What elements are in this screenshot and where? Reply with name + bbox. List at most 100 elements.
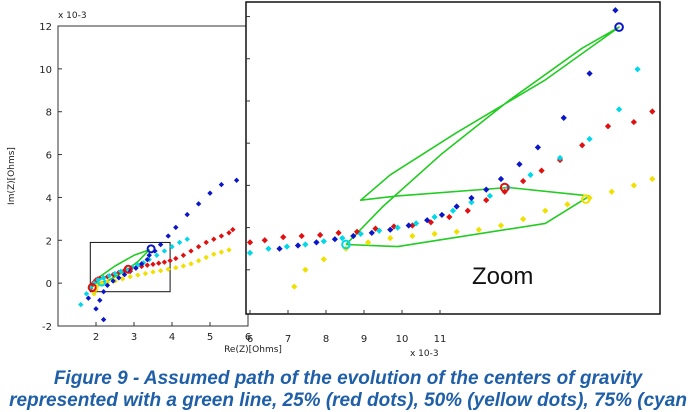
zoom-point-50pct xyxy=(291,283,298,290)
main-xtick-label: 5 xyxy=(207,332,213,343)
main-point-50pct xyxy=(119,276,126,282)
main-point-25pct xyxy=(180,252,187,258)
main-axes-frame xyxy=(57,25,249,327)
main-point-100pct xyxy=(218,181,225,188)
main-center-markers xyxy=(87,244,156,292)
main-point-100pct xyxy=(93,306,99,312)
zoom-label: Zoom xyxy=(472,263,533,290)
zoom-point-75pct xyxy=(394,224,401,231)
zoom-xtick-label: 11 xyxy=(434,334,447,345)
main-ytick-label: 8 xyxy=(46,108,52,119)
main-point-100pct xyxy=(97,297,103,303)
main-point-50pct xyxy=(211,251,217,257)
zoom-center-markers xyxy=(341,22,624,250)
zoom-point-100pct xyxy=(368,229,375,236)
center-of-gravity-marker xyxy=(146,244,156,254)
main-xtick-label: 6 xyxy=(245,332,251,343)
zoom-point-25pct xyxy=(280,233,287,241)
main-point-25pct xyxy=(211,236,217,242)
main-point-50pct xyxy=(203,254,209,261)
main-ytick-label: 12 xyxy=(39,22,52,33)
y-axis-label: Im(Z)[Ohms] xyxy=(7,147,17,205)
main-point-25pct xyxy=(173,255,179,262)
main-point-25pct xyxy=(188,248,194,254)
main-point-100pct xyxy=(85,295,92,301)
main-point-25pct xyxy=(203,239,209,246)
main-point-75pct xyxy=(176,239,183,246)
zoom-frame xyxy=(245,1,661,315)
main-point-25pct xyxy=(230,226,236,233)
main-ytick-label: 0 xyxy=(46,279,52,290)
main-ytick-label: -2 xyxy=(42,322,52,333)
figure: 2 3 4 5 6 -2 0 2 4 6 8 10 12 x 10-3 Re(Z)[Ohms] Im(Z… xyxy=(7,1,661,359)
main-point-75pct xyxy=(106,272,112,279)
main-point-50pct xyxy=(127,274,133,280)
center-of-gravity-marker xyxy=(581,194,591,204)
main-centers-path xyxy=(91,249,150,288)
zoom-point-25pct xyxy=(335,229,342,236)
zoom-point-50pct xyxy=(364,239,372,246)
zoom-point-75pct xyxy=(412,220,420,227)
zoom-centers-path xyxy=(345,26,620,248)
main-ytick-label: 10 xyxy=(39,65,52,76)
zoom-centers-path-line xyxy=(345,26,620,248)
main-point-50pct xyxy=(91,291,97,297)
main-ytick-label: 6 xyxy=(46,151,52,162)
main-point-100pct xyxy=(104,282,111,288)
main-point-100pct xyxy=(207,190,213,196)
main-point-75pct xyxy=(184,236,190,242)
zoom-xtick-label: 10 xyxy=(396,334,409,345)
zoom-ticks: 6 7 8 9 10 11 xyxy=(246,16,447,345)
zoom-point-100pct xyxy=(483,186,490,193)
main-point-25pct xyxy=(161,259,168,265)
main-point-50pct xyxy=(188,261,194,267)
main-xtick-label: 3 xyxy=(131,332,137,343)
zoom-xtick-label: 9 xyxy=(361,334,367,345)
main-point-50pct xyxy=(180,263,187,269)
main-point-100pct xyxy=(173,224,179,231)
zoom-point-50pct xyxy=(320,256,327,263)
centers-path-line xyxy=(91,249,150,288)
main-point-75pct xyxy=(112,270,118,277)
center-of-gravity-marker xyxy=(87,282,97,292)
main-point-100pct xyxy=(157,241,164,248)
main-point-100pct xyxy=(146,252,152,258)
main-point-50pct xyxy=(218,249,225,255)
main-point-100pct xyxy=(184,211,190,218)
main-xtick-label: 2 xyxy=(93,332,99,343)
main-point-25pct xyxy=(156,260,162,266)
main-plot: 2 3 4 5 6 -2 0 2 4 6 8 10 12 x 10-3 Re(Z)[Ohms] Im(Z… xyxy=(7,11,282,355)
main-point-25pct xyxy=(226,230,232,236)
y-multiplier: x 10-3 xyxy=(58,11,87,21)
main-point-75pct xyxy=(78,301,84,308)
main-ytick-label: 2 xyxy=(46,236,52,247)
main-point-50pct xyxy=(150,269,156,275)
zoom-plot: 6 7 8 9 10 11 Zoom x 10-3 xyxy=(245,1,661,359)
main-point-50pct xyxy=(195,257,202,264)
caption-line-2: represented with a green line, 25% (red … xyxy=(9,390,687,411)
main-point-100pct xyxy=(100,289,107,295)
zoom-region-box xyxy=(89,241,171,293)
main-series-points xyxy=(78,177,240,323)
main-point-100pct xyxy=(100,316,107,323)
main-ytick-label: 4 xyxy=(46,193,52,204)
main-xtick-label: 4 xyxy=(169,332,175,343)
center-of-gravity-marker xyxy=(499,182,510,193)
center-of-gravity-marker xyxy=(97,277,107,287)
zoom-point-100pct xyxy=(313,239,320,246)
zoom-point-75pct xyxy=(246,249,254,257)
main-point-100pct xyxy=(195,201,202,207)
center-of-gravity-marker xyxy=(123,264,133,274)
main-ticks: 2 3 4 5 6 -2 0 2 4 6 8 10 12 xyxy=(39,22,251,343)
main-point-100pct xyxy=(110,278,116,284)
zoom-x-multiplier: x 10-3 xyxy=(410,349,439,359)
center-of-gravity-marker xyxy=(614,22,624,32)
main-point-75pct xyxy=(169,244,175,250)
main-point-75pct xyxy=(161,248,168,254)
main-point-50pct xyxy=(135,272,141,278)
main-point-50pct xyxy=(142,270,149,277)
main-point-50pct xyxy=(226,247,232,253)
zoom-xtick-label: 6 xyxy=(247,334,253,345)
main-point-50pct xyxy=(157,268,164,274)
zoom-point-75pct xyxy=(615,106,623,113)
